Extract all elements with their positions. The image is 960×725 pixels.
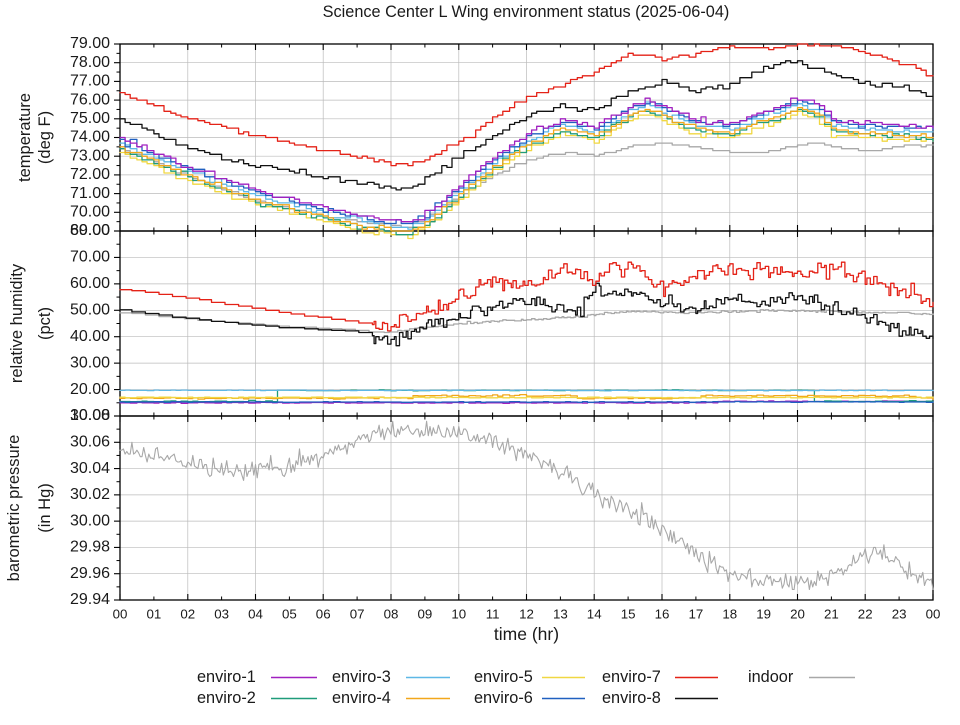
svg-text:40.00: 40.00 bbox=[70, 328, 110, 345]
svg-text:enviro-7: enviro-7 bbox=[602, 668, 661, 686]
svg-text:relative humidity: relative humidity bbox=[8, 263, 26, 383]
svg-text:30.04: 30.04 bbox=[70, 460, 110, 477]
svg-text:00: 00 bbox=[926, 607, 941, 622]
svg-text:temperature: temperature bbox=[16, 93, 34, 182]
svg-text:80.00: 80.00 bbox=[70, 222, 110, 239]
svg-text:17: 17 bbox=[689, 607, 704, 622]
svg-text:06: 06 bbox=[316, 607, 331, 622]
svg-text:30.06: 30.06 bbox=[70, 433, 110, 450]
svg-text:70.00: 70.00 bbox=[70, 204, 110, 221]
svg-text:10: 10 bbox=[451, 607, 466, 622]
svg-text:16: 16 bbox=[655, 607, 670, 622]
svg-text:Science Center L Wing environm: Science Center L Wing environment status… bbox=[323, 3, 730, 21]
svg-text:05: 05 bbox=[282, 607, 297, 622]
svg-text:12: 12 bbox=[519, 607, 534, 622]
svg-text:(in Hg): (in Hg) bbox=[36, 483, 54, 533]
svg-text:03: 03 bbox=[214, 607, 229, 622]
svg-text:indoor: indoor bbox=[748, 668, 794, 686]
svg-text:78.00: 78.00 bbox=[70, 54, 110, 71]
svg-text:29.98: 29.98 bbox=[70, 539, 110, 556]
svg-text:18: 18 bbox=[722, 607, 737, 622]
svg-text:01: 01 bbox=[147, 607, 162, 622]
svg-text:14: 14 bbox=[587, 607, 602, 622]
svg-text:enviro-8: enviro-8 bbox=[602, 689, 661, 707]
svg-text:70.00: 70.00 bbox=[70, 249, 110, 266]
svg-text:barometric pressure: barometric pressure bbox=[5, 435, 23, 582]
svg-text:04: 04 bbox=[248, 607, 263, 622]
svg-text:22: 22 bbox=[858, 607, 873, 622]
svg-text:73.00: 73.00 bbox=[70, 147, 110, 164]
svg-text:enviro-4: enviro-4 bbox=[332, 689, 391, 707]
svg-text:30.00: 30.00 bbox=[70, 354, 110, 371]
svg-text:76.00: 76.00 bbox=[70, 91, 110, 108]
svg-text:30.02: 30.02 bbox=[70, 486, 110, 503]
svg-text:enviro-3: enviro-3 bbox=[332, 668, 391, 686]
svg-text:23: 23 bbox=[892, 607, 907, 622]
svg-text:19: 19 bbox=[756, 607, 771, 622]
svg-text:20.00: 20.00 bbox=[70, 381, 110, 398]
svg-text:30.00: 30.00 bbox=[70, 512, 110, 529]
svg-text:enviro-2: enviro-2 bbox=[197, 689, 256, 707]
svg-text:30.08: 30.08 bbox=[70, 407, 110, 424]
svg-text:time (hr): time (hr) bbox=[494, 624, 559, 644]
svg-text:50.00: 50.00 bbox=[70, 301, 110, 318]
svg-text:79.00: 79.00 bbox=[70, 35, 110, 52]
svg-text:07: 07 bbox=[350, 607, 365, 622]
svg-text:(deg F): (deg F) bbox=[36, 111, 54, 164]
svg-text:29.94: 29.94 bbox=[70, 591, 110, 608]
svg-text:02: 02 bbox=[180, 607, 195, 622]
svg-text:08: 08 bbox=[384, 607, 399, 622]
svg-text:09: 09 bbox=[418, 607, 433, 622]
svg-text:71.00: 71.00 bbox=[70, 185, 110, 202]
svg-text:72.00: 72.00 bbox=[70, 166, 110, 183]
svg-text:enviro-5: enviro-5 bbox=[474, 668, 533, 686]
svg-text:29.96: 29.96 bbox=[70, 565, 110, 582]
svg-text:75.00: 75.00 bbox=[70, 110, 110, 127]
svg-text:(pct): (pct) bbox=[36, 307, 54, 340]
svg-text:00: 00 bbox=[113, 607, 128, 622]
svg-text:enviro-6: enviro-6 bbox=[474, 689, 533, 707]
svg-text:74.00: 74.00 bbox=[70, 129, 110, 146]
svg-text:21: 21 bbox=[824, 607, 839, 622]
svg-text:13: 13 bbox=[553, 607, 568, 622]
svg-text:20: 20 bbox=[790, 607, 805, 622]
svg-text:11: 11 bbox=[486, 607, 500, 622]
svg-text:60.00: 60.00 bbox=[70, 275, 110, 292]
svg-text:enviro-1: enviro-1 bbox=[197, 668, 256, 686]
svg-text:77.00: 77.00 bbox=[70, 73, 110, 90]
svg-text:15: 15 bbox=[621, 607, 636, 622]
